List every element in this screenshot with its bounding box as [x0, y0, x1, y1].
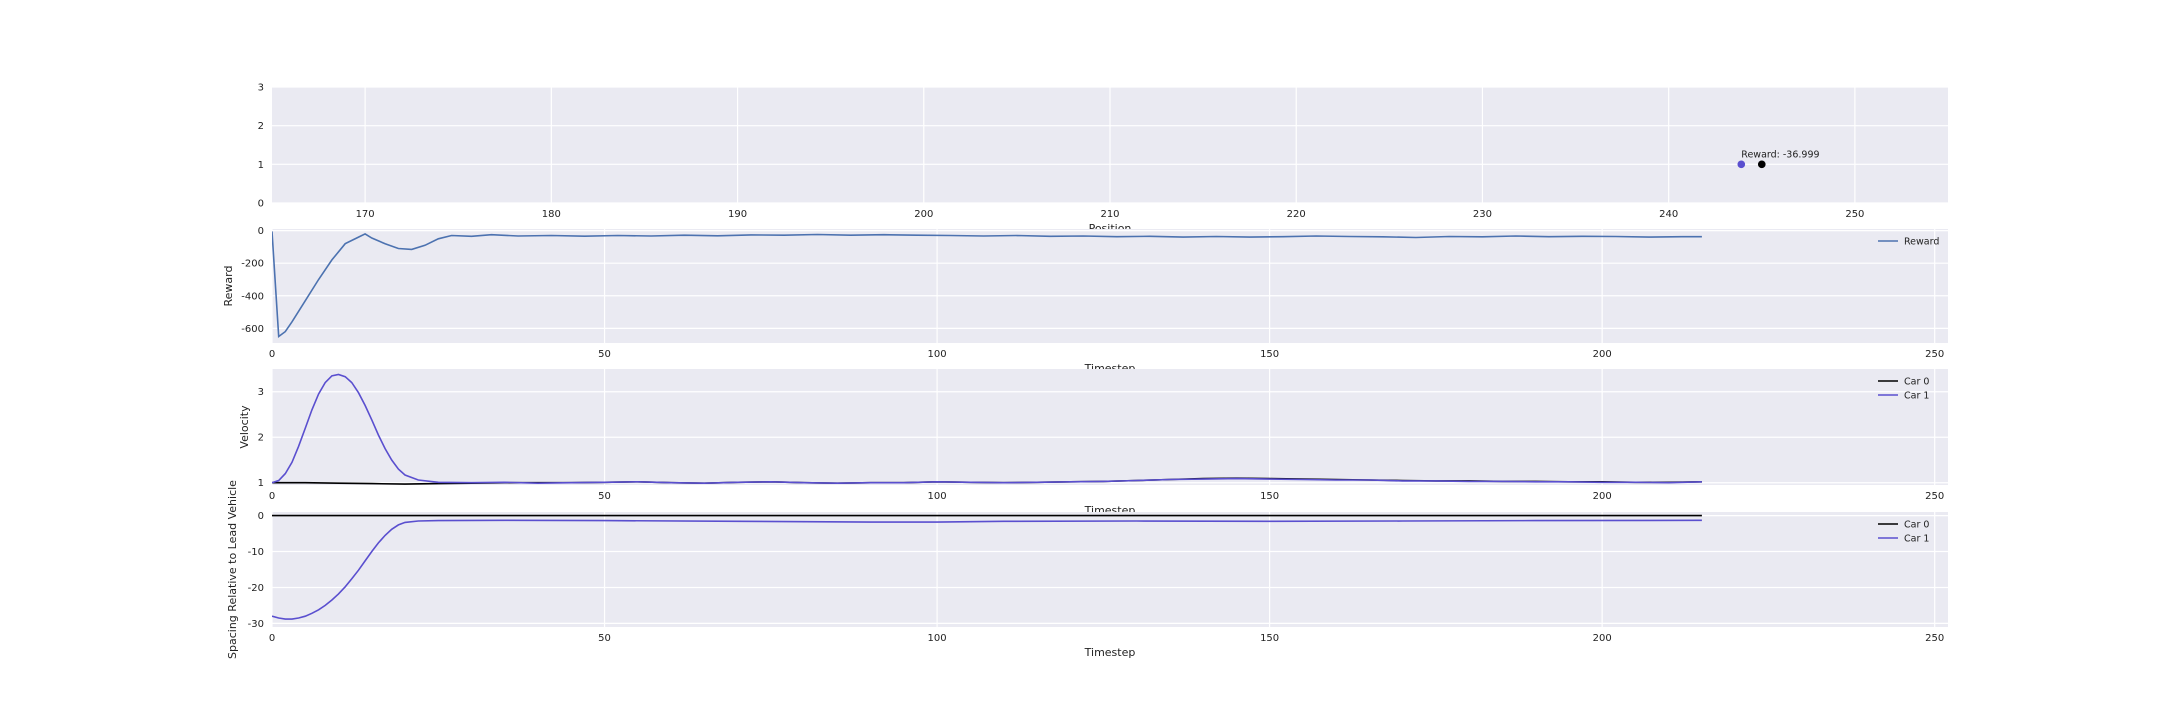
reward-annotation: Reward: -36.999	[1741, 149, 1819, 160]
x-tick-label: 240	[1659, 209, 1678, 220]
y-tick-label: 3	[258, 83, 264, 94]
legend: Car 0 Car 1	[1878, 520, 1929, 545]
x-tick-label: 200	[1593, 349, 1612, 360]
x-tick-label: 0	[269, 633, 275, 644]
legend-label: Car 1	[1904, 391, 1929, 402]
series-line-reward	[272, 231, 1702, 339]
plot-background	[272, 229, 1948, 343]
x-tick-label: 180	[542, 209, 561, 220]
x-axis-label: Timestep	[1084, 646, 1136, 659]
x-tick-label: 250	[1925, 633, 1944, 644]
series-line-car-1	[272, 519, 1702, 620]
x-tick-label: 220	[1287, 209, 1306, 220]
x-tick-label: 250	[1925, 491, 1944, 502]
legend-label: Car 1	[1904, 534, 1929, 545]
x-tick-label: 100	[928, 633, 947, 644]
y-tick-label: -10	[248, 547, 264, 558]
chart-panel-4: 0 50 100 150 200 2500-10-20-30TimestepSpacing…	[226, 480, 1948, 659]
x-tick-label: 200	[1593, 491, 1612, 502]
plot-background	[272, 512, 1948, 627]
x-tick-label: 100	[928, 491, 947, 502]
x-tick-label: 50	[598, 349, 611, 360]
chart-panel-1: 170 180 190 200 210 220 230 240 2500123PositionR…	[258, 83, 1948, 235]
y-axis-label: Spacing Relative to Lead Vehicle	[226, 480, 239, 659]
x-tick-label: 230	[1473, 209, 1492, 220]
x-tick-label: 210	[1100, 209, 1119, 220]
x-tick-label: 100	[928, 349, 947, 360]
legend-label: Car 0	[1904, 520, 1929, 531]
legend-label: Reward	[1904, 237, 1939, 248]
x-tick-label: 150	[1260, 491, 1279, 502]
x-tick-label: 0	[269, 491, 275, 502]
x-tick-label: 50	[598, 491, 611, 502]
x-tick-label: 0	[269, 349, 275, 360]
x-tick-label: 190	[728, 209, 747, 220]
y-tick-label: 0	[258, 511, 264, 522]
vehicle-point-0	[1737, 160, 1746, 169]
y-tick-label: 1	[258, 478, 264, 489]
y-axis-label: Reward	[222, 266, 235, 307]
y-tick-label: 1	[258, 160, 264, 171]
x-tick-label: 150	[1260, 633, 1279, 644]
legend-label: Car 0	[1904, 377, 1929, 388]
x-tick-label: 200	[1593, 633, 1612, 644]
y-tick-label: -600	[241, 324, 264, 335]
legend: Car 0 Car 1	[1878, 377, 1929, 402]
chart-panel-2: 0 50 100 150 200 2500-200-400-600TimestepRewa…	[222, 226, 1948, 375]
x-tick-label: 250	[1925, 349, 1944, 360]
plot-background	[272, 369, 1948, 485]
y-tick-label: -30	[248, 619, 264, 630]
y-tick-label: -400	[241, 291, 264, 302]
y-tick-label: -20	[248, 583, 264, 594]
y-tick-label: 3	[258, 387, 264, 398]
y-tick-label: 0	[258, 226, 264, 237]
y-axis-label: Velocity	[238, 405, 251, 449]
x-tick-label: 170	[356, 209, 375, 220]
x-tick-label: 150	[1260, 349, 1279, 360]
y-tick-label: 0	[258, 199, 264, 210]
y-tick-label: 2	[258, 433, 264, 444]
series-line-car-1	[272, 373, 1702, 485]
x-tick-label: 50	[598, 633, 611, 644]
x-tick-label: 200	[914, 209, 933, 220]
y-tick-label: -200	[241, 259, 264, 270]
x-tick-label: 250	[1845, 209, 1864, 220]
y-tick-label: 2	[258, 121, 264, 132]
legend: Reward	[1878, 237, 1939, 248]
vehicle-point-1	[1757, 160, 1766, 169]
